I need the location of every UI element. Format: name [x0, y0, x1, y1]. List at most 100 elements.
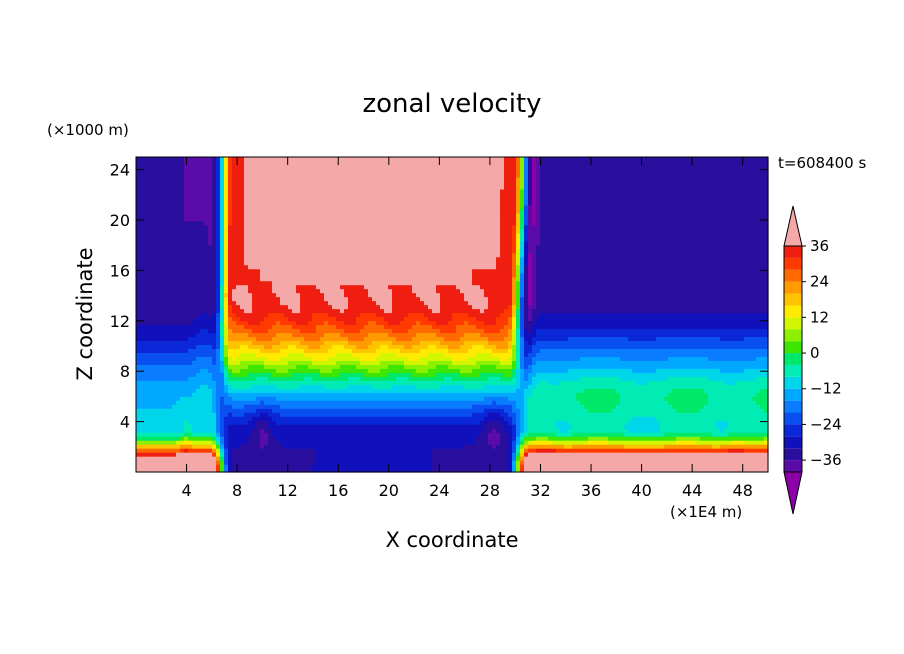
field-cell [372, 460, 377, 465]
field-cell [632, 436, 637, 441]
field-cell [308, 404, 313, 409]
field-cell [276, 380, 281, 385]
field-cell [704, 412, 709, 417]
field-cell [688, 376, 693, 381]
field-cell [312, 352, 317, 357]
field-cell [444, 372, 449, 377]
field-cell [736, 432, 741, 437]
field-cell [516, 388, 521, 393]
field-cell [516, 464, 521, 469]
field-cell [520, 348, 525, 353]
field-cell [680, 372, 685, 377]
field-cell [284, 448, 289, 453]
field-cell [524, 360, 529, 365]
field-cell [140, 368, 145, 373]
field-cell [336, 392, 341, 397]
field-cell [600, 420, 605, 425]
field-cell [156, 460, 161, 465]
field-cell [300, 460, 305, 465]
field-cell [328, 440, 333, 445]
field-cell [532, 384, 537, 389]
field-cell [752, 408, 757, 413]
field-cell [760, 392, 765, 397]
field-cell [256, 440, 261, 445]
field-cell [484, 348, 489, 353]
field-cell [424, 464, 429, 469]
field-cell [644, 464, 649, 469]
field-cell [604, 444, 609, 449]
field-cell [296, 408, 301, 413]
field-cell [464, 420, 469, 425]
field-cell [420, 460, 425, 465]
field-cell [408, 408, 413, 413]
field-cell [148, 424, 153, 429]
field-cell [384, 364, 389, 369]
field-cell [444, 420, 449, 425]
field-cell [480, 360, 485, 365]
field-cell [604, 352, 609, 357]
field-cell [280, 448, 285, 453]
field-cell [552, 376, 557, 381]
field-cell [624, 384, 629, 389]
field-cell [288, 352, 293, 357]
field-cell [308, 428, 313, 433]
field-cell [288, 384, 293, 389]
field-cell [400, 396, 405, 401]
field-cell [516, 428, 521, 433]
field-cell [476, 460, 481, 465]
field-cell [676, 404, 681, 409]
field-cell [248, 352, 253, 357]
field-cell [548, 376, 553, 381]
field-cell [728, 456, 733, 461]
field-cell [292, 368, 297, 373]
field-cell [396, 444, 401, 449]
field-cell [192, 356, 197, 361]
field-cell [184, 368, 189, 373]
field-cell [508, 468, 513, 473]
field-cell [728, 464, 733, 469]
field-cell [508, 456, 513, 461]
field-cell [252, 420, 257, 425]
field-cell [460, 408, 465, 413]
field-cell [440, 368, 445, 373]
field-cell [384, 388, 389, 393]
field-cell [700, 396, 705, 401]
field-cell [276, 400, 281, 405]
field-cell [176, 392, 181, 397]
field-cell [536, 416, 541, 421]
field-cell [720, 448, 725, 453]
field-cell [564, 464, 569, 469]
field-cell [408, 380, 413, 385]
field-cell [444, 352, 449, 357]
field-cell [456, 400, 461, 405]
field-cell [472, 440, 477, 445]
field-cell [504, 436, 509, 441]
field-cell [180, 452, 185, 457]
field-cell [500, 460, 505, 465]
field-cell [316, 348, 321, 353]
field-cell [748, 444, 753, 449]
field-cell [580, 444, 585, 449]
field-cell [148, 356, 153, 361]
field-cell [244, 404, 249, 409]
field-cell [668, 392, 673, 397]
field-cell [456, 424, 461, 429]
field-cell [456, 440, 461, 445]
field-cell [404, 396, 409, 401]
field-cell [428, 384, 433, 389]
field-cell [324, 436, 329, 441]
field-cell [716, 456, 721, 461]
field-cell [344, 400, 349, 405]
field-cell [216, 432, 221, 437]
field-cell [540, 364, 545, 369]
field-cell [472, 448, 477, 453]
field-cell [456, 368, 461, 373]
field-cell [708, 464, 713, 469]
field-cell [628, 444, 633, 449]
field-cell [192, 372, 197, 377]
field-cell [488, 412, 493, 417]
field-cell [512, 400, 517, 405]
field-cell [684, 352, 689, 357]
field-cell [356, 448, 361, 453]
field-cell [292, 344, 297, 349]
